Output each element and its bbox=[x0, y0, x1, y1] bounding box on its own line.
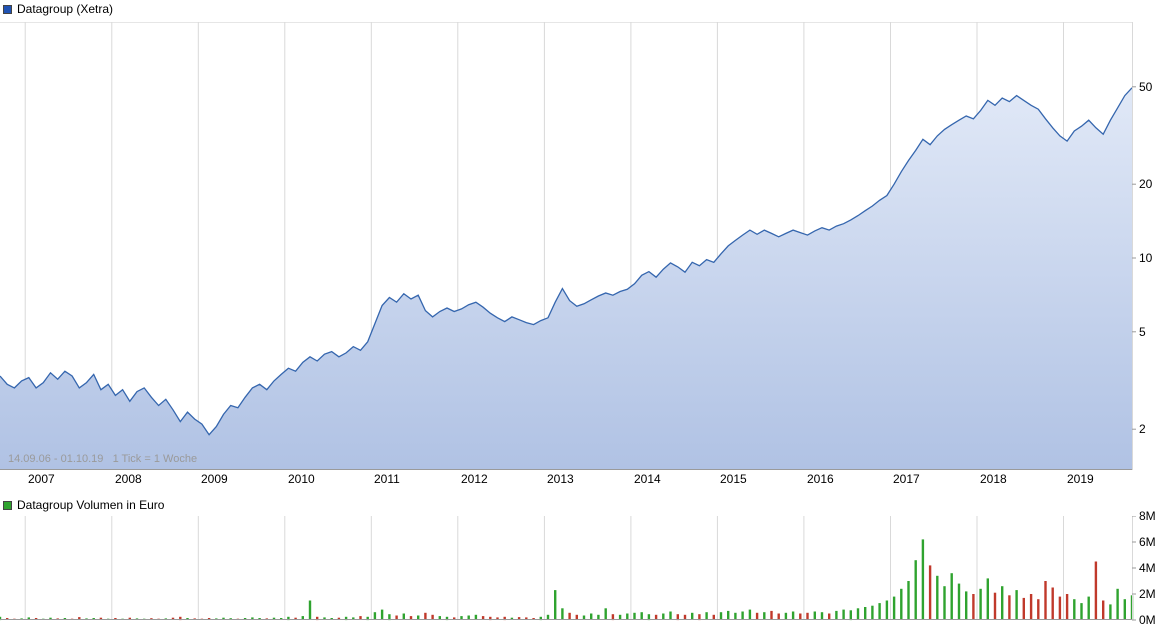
volume-y-axis-label: 8M bbox=[1139, 509, 1156, 523]
x-axis-year-label: 2012 bbox=[461, 472, 488, 486]
volume-y-axis-label: 6M bbox=[1139, 535, 1156, 549]
x-axis-year-label: 2007 bbox=[28, 472, 55, 486]
x-axis-year-label: 2008 bbox=[115, 472, 142, 486]
volume-chart-legend: Datagroup Volumen in Euro bbox=[3, 498, 164, 512]
x-axis-year-labels: 2007 2008 2009 2010 2011 2012 2013 2014 2015 2016… bbox=[0, 472, 1175, 488]
price-y-axis-label: 50 bbox=[1139, 80, 1153, 94]
volume-y-axis-label: 2M bbox=[1139, 587, 1156, 601]
price-y-axis-label: 2 bbox=[1139, 422, 1146, 436]
price-chart-legend: Datagroup (Xetra) bbox=[3, 2, 113, 16]
x-axis-year-label: 2018 bbox=[980, 472, 1007, 486]
x-axis-year-label: 2017 bbox=[893, 472, 920, 486]
x-axis-year-label: 2011 bbox=[374, 472, 400, 486]
price-chart-title: Datagroup (Xetra) bbox=[17, 2, 114, 16]
volume-y-axis-label: 4M bbox=[1139, 561, 1156, 575]
price-legend-swatch-icon bbox=[3, 4, 12, 14]
x-axis-year-label: 2019 bbox=[1067, 472, 1094, 486]
price-y-axis-label: 10 bbox=[1139, 251, 1153, 265]
volume-legend-swatch-icon bbox=[3, 500, 12, 510]
date-range-label: 14.09.06 - 01.10.19 1 Tick = 1 Woche bbox=[8, 453, 198, 465]
x-axis-year-label: 2015 bbox=[720, 472, 747, 486]
volume-chart-title: Datagroup Volumen in Euro bbox=[17, 498, 165, 512]
x-axis-year-label: 2013 bbox=[547, 472, 574, 486]
x-axis-year-label: 2016 bbox=[807, 472, 834, 486]
x-axis-year-label: 2014 bbox=[634, 472, 661, 486]
price-chart-plot[interactable] bbox=[0, 22, 1175, 470]
volume-y-axis-label: 0M bbox=[1139, 613, 1156, 627]
x-axis-year-label: 2009 bbox=[201, 472, 228, 486]
price-y-axis-label: 5 bbox=[1139, 325, 1146, 339]
price-y-axis-label: 20 bbox=[1139, 177, 1153, 191]
x-axis-year-label: 2010 bbox=[288, 472, 315, 486]
volume-chart-plot[interactable] bbox=[0, 516, 1175, 621]
